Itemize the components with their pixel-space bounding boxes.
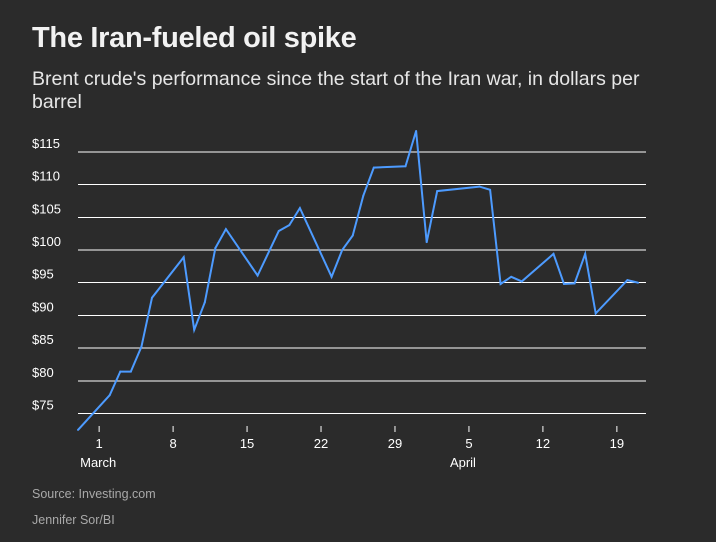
data-point bbox=[520, 280, 523, 283]
data-point bbox=[436, 190, 439, 193]
data-point bbox=[372, 166, 375, 169]
data-point bbox=[626, 279, 629, 282]
data-point bbox=[510, 275, 513, 278]
y-tick-label: $95 bbox=[32, 267, 54, 282]
data-point bbox=[563, 283, 566, 286]
x-month-label: April bbox=[450, 455, 476, 470]
x-tick-label: 22 bbox=[314, 436, 328, 451]
data-point bbox=[77, 428, 79, 431]
data-point bbox=[224, 228, 227, 231]
data-point bbox=[108, 394, 111, 397]
x-tick-label: 1 bbox=[96, 436, 103, 451]
data-point bbox=[140, 345, 143, 348]
y-tick-label: $85 bbox=[32, 332, 54, 347]
data-point bbox=[214, 247, 217, 250]
y-tick-label: $75 bbox=[32, 398, 54, 413]
author-credit: Jennifer Sor/BI bbox=[32, 513, 115, 527]
x-tick-label: 8 bbox=[169, 436, 176, 451]
y-tick-label: $90 bbox=[32, 299, 54, 314]
y-tick-label: $100 bbox=[32, 234, 61, 249]
data-point bbox=[425, 241, 428, 244]
data-point bbox=[341, 249, 344, 251]
data-point bbox=[203, 301, 206, 304]
price-line bbox=[77, 130, 639, 431]
data-point bbox=[129, 370, 132, 373]
x-tick-label: 15 bbox=[240, 436, 254, 451]
x-tick-label: 29 bbox=[388, 436, 402, 451]
y-tick-label: $110 bbox=[32, 169, 60, 184]
x-month-label: March bbox=[80, 455, 116, 470]
data-point bbox=[573, 282, 576, 285]
data-point bbox=[256, 274, 259, 277]
x-tick-label: 5 bbox=[465, 436, 472, 451]
data-point bbox=[119, 370, 122, 373]
data-point bbox=[193, 328, 196, 331]
data-point bbox=[182, 256, 185, 259]
y-tick-label: $80 bbox=[32, 365, 54, 380]
data-point bbox=[362, 194, 365, 197]
x-tick-label: 12 bbox=[536, 436, 550, 451]
y-tick-label: $105 bbox=[32, 201, 61, 216]
data-point bbox=[404, 165, 407, 168]
data-point bbox=[584, 252, 587, 255]
data-point bbox=[351, 234, 354, 237]
data-point bbox=[415, 129, 418, 132]
y-tick-label: $115 bbox=[32, 136, 60, 151]
data-point bbox=[330, 275, 333, 278]
data-point bbox=[499, 283, 502, 286]
data-point bbox=[489, 188, 492, 191]
data-point bbox=[150, 296, 153, 299]
source-note: Source: Investing.com bbox=[32, 487, 156, 501]
data-point bbox=[552, 252, 555, 255]
data-point bbox=[637, 281, 639, 284]
data-point bbox=[594, 312, 597, 315]
data-point bbox=[288, 224, 291, 227]
chart-title: The Iran-fueled oil spike bbox=[32, 22, 357, 54]
data-point bbox=[478, 185, 481, 188]
x-tick-label: 19 bbox=[610, 436, 624, 451]
chart-subtitle: Brent crude's performance since the star… bbox=[32, 68, 640, 113]
data-point bbox=[277, 230, 280, 233]
data-point bbox=[298, 207, 301, 210]
